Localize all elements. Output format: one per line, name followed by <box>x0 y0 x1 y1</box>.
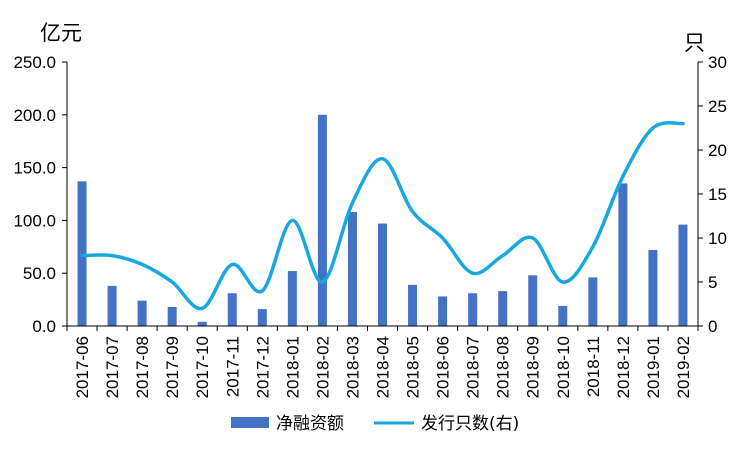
x-tick-label: 2018-02 <box>313 336 332 398</box>
bar-2018-05 <box>408 284 418 326</box>
x-tick-label: 2018-12 <box>614 336 633 398</box>
x-tick-label: 2018-07 <box>464 336 483 398</box>
bar-2018-10 <box>558 305 568 326</box>
left-axis-unit: 亿元 <box>40 21 82 45</box>
bar-2017-11 <box>227 293 237 326</box>
bar-2018-11 <box>588 277 598 326</box>
right-tick-label: 20 <box>708 141 727 160</box>
legend-bar-swatch <box>231 417 269 428</box>
right-tick-label: 15 <box>708 185 727 204</box>
x-tick-label: 2017-09 <box>163 336 182 398</box>
left-tick-label: 250.0 <box>13 53 56 72</box>
legend-bar-label: 净融资额 <box>276 414 344 434</box>
bar-2017-09 <box>167 306 177 326</box>
bar-2018-08 <box>498 291 508 326</box>
left-tick-label: 100.0 <box>13 211 56 230</box>
bar-2017-07 <box>107 285 117 326</box>
right-tick-label: 25 <box>708 97 727 116</box>
bar-2018-06 <box>438 296 448 326</box>
bar-2018-12 <box>618 183 628 326</box>
left-tick-label: 0.0 <box>32 317 56 336</box>
x-tick-label: 2018-04 <box>374 336 393 398</box>
bar-2018-03 <box>347 211 357 326</box>
x-tick-label: 2018-03 <box>343 336 362 398</box>
bar-2018-09 <box>528 275 538 326</box>
right-tick-label: 30 <box>708 53 727 72</box>
bar-2017-10 <box>197 321 207 326</box>
x-tick-label: 2018-06 <box>434 336 453 398</box>
bar-2017-08 <box>137 300 147 326</box>
bar-2018-02 <box>317 114 327 326</box>
line-series <box>80 121 685 311</box>
left-tick-label: 150.0 <box>13 159 56 178</box>
x-tick-label: 2017-08 <box>133 336 152 398</box>
bar-2018-01 <box>287 271 297 326</box>
right-tick-label: 5 <box>708 273 717 292</box>
bar-2018-04 <box>378 223 387 326</box>
left-tick-label: 50.0 <box>23 264 56 283</box>
x-tick-label: 2017-06 <box>73 336 92 398</box>
bar-series <box>77 114 688 326</box>
right-tick-label: 0 <box>708 317 717 336</box>
x-tick-label: 2018-10 <box>554 336 573 398</box>
x-tick-label: 2018-08 <box>494 336 513 398</box>
left-tick-label: 200.0 <box>13 106 56 125</box>
legend-line-label: 发行只数(右) <box>421 414 519 434</box>
x-tick-label: 2017-10 <box>193 336 212 398</box>
x-tick-label: 2018-11 <box>584 336 603 397</box>
axes: 0.0 50.0 100.0 150.0 200.0 250.0 0 5 10 15 20 25 30 2… <box>13 53 726 398</box>
right-tick-label: 10 <box>708 229 727 248</box>
line-path-issuance-count <box>80 121 685 311</box>
bar-2019-01 <box>648 249 658 326</box>
bar-2017-06 <box>77 181 87 326</box>
x-tick-label: 2017-07 <box>103 336 122 398</box>
legend: 净融资额 发行只数(右) <box>231 414 519 434</box>
x-tick-label: 2018-05 <box>404 336 423 398</box>
bar-2017-12 <box>257 309 267 326</box>
right-axis-unit: 只 <box>684 31 705 55</box>
x-tick-label: 2018-01 <box>283 336 302 398</box>
bar-2019-02 <box>678 224 688 326</box>
x-tick-label: 2018-09 <box>524 336 543 398</box>
x-tick-label: 2019-02 <box>674 336 693 398</box>
bar-2018-07 <box>468 293 478 326</box>
x-tick-label: 2017-11 <box>223 336 242 397</box>
x-tick-label: 2017-12 <box>253 336 272 398</box>
x-tick-label: 2019-01 <box>644 336 663 398</box>
